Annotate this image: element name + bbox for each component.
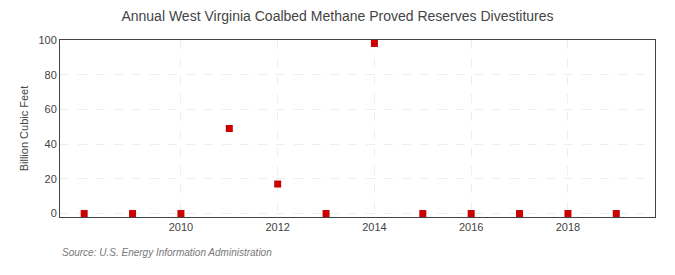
svg-text:2014: 2014 <box>362 221 386 233</box>
svg-text:Source: U.S. Energy Informatio: Source: U.S. Energy Information Administ… <box>62 247 272 258</box>
svg-text:2012: 2012 <box>265 221 289 233</box>
svg-text:Annual West Virginia Coalbed M: Annual West Virginia Coalbed Methane Pro… <box>121 8 553 24</box>
svg-text:60: 60 <box>45 103 57 115</box>
svg-text:Billion Cubic Feet: Billion Cubic Feet <box>18 86 30 172</box>
svg-text:80: 80 <box>45 69 57 81</box>
svg-text:20: 20 <box>45 173 57 185</box>
svg-text:2016: 2016 <box>459 221 483 233</box>
svg-text:40: 40 <box>45 138 57 150</box>
svg-text:0: 0 <box>51 207 57 219</box>
svg-text:2010: 2010 <box>169 221 193 233</box>
svg-text:100: 100 <box>38 34 56 46</box>
svg-text:2018: 2018 <box>556 221 580 233</box>
